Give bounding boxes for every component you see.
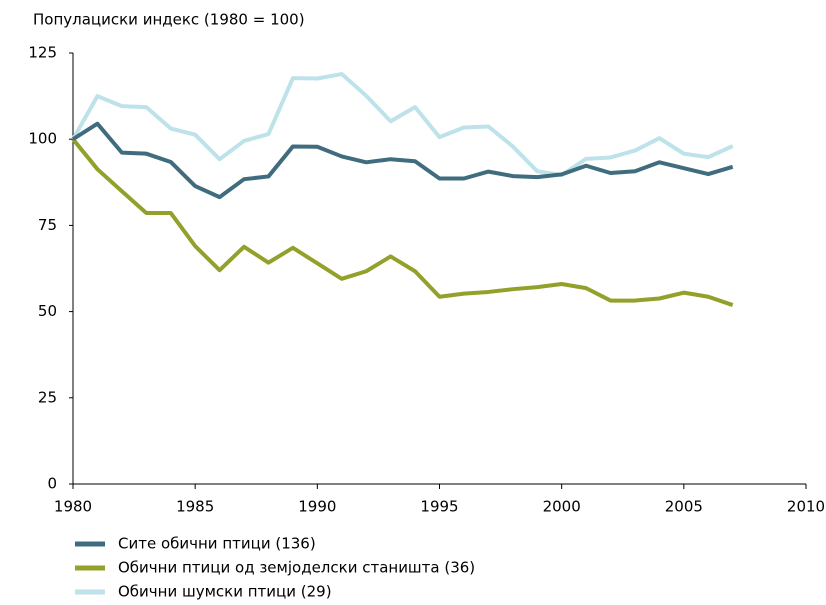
x-tick-label: 2005 [665, 498, 703, 516]
y-tick-label: 25 [38, 388, 57, 406]
x-tick-label: 1980 [54, 498, 92, 516]
y-tick-label: 125 [28, 44, 57, 62]
chart-title: Популациски индекс (1980 = 100) [33, 11, 305, 29]
legend-label: Обични птици од земјоделски станишта (36… [118, 559, 475, 577]
y-tick-label: 50 [38, 302, 57, 320]
x-tick-label: 2010 [787, 498, 825, 516]
legend-label: Обични шумски птици (29) [118, 583, 332, 601]
y-tick-label: 75 [38, 216, 57, 234]
legend-label: Сите обични птици (136) [118, 535, 316, 553]
y-tick-label: 100 [28, 130, 57, 148]
series-line [71, 121, 734, 200]
y-tick-label: 0 [47, 475, 57, 493]
series-line [71, 137, 734, 307]
x-tick-label: 2000 [543, 498, 581, 516]
x-tick-label: 1995 [420, 498, 458, 516]
x-tick-label: 1990 [298, 498, 336, 516]
series-line [71, 72, 734, 178]
x-tick-label: 1985 [176, 498, 214, 516]
